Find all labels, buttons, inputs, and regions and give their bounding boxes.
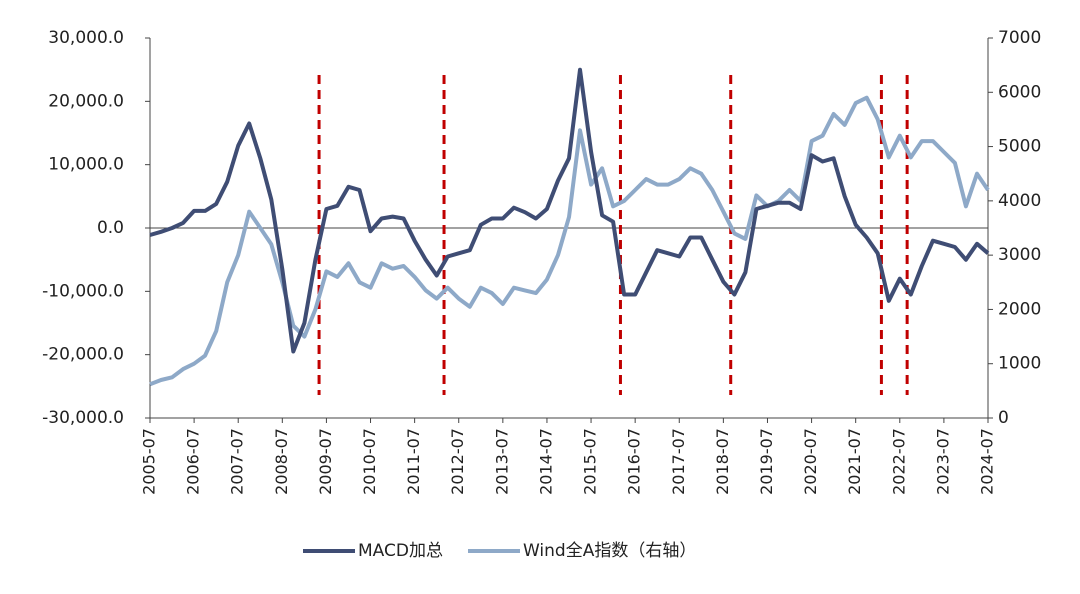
y-tick-label: 0.0 [97,218,124,238]
x-tick-label: 2012-07 [448,428,467,495]
y-tick-label: -30,000.0 [42,408,124,428]
x-tick-label: 2013-07 [492,428,511,495]
x-tick-label: 2024-07 [978,428,997,495]
x-tick-label: 2015-07 [581,428,600,495]
x-tick-label: 2023-07 [933,428,952,495]
x-tick-label: 2019-07 [757,428,776,495]
x-tick-label: 2007-07 [228,428,247,495]
y2-tick-label: 0 [998,408,1009,428]
x-tick-label: 2008-07 [272,428,291,495]
x-tick-label: 2017-07 [669,428,688,495]
y2-tick-label: 3000 [998,245,1041,265]
x-tick-label: 2006-07 [184,428,203,495]
x-tick-label: 2005-07 [140,428,159,495]
y-tick-label: 10,000.0 [48,155,124,175]
series-line [149,67,990,354]
y-tick-label: -20,000.0 [42,345,124,365]
x-tick-label: 2010-07 [360,428,379,495]
legend-label: Wind全A指数（右轴） [523,541,696,561]
y-tick-label: 20,000.0 [48,91,124,111]
y2-tick-label: 6000 [998,82,1041,102]
x-tick-label: 2014-07 [536,428,555,495]
y-tick-label: -10,000.0 [42,281,124,301]
y2-tick-label: 2000 [998,299,1041,319]
y2-tick-label: 7000 [998,28,1041,48]
x-tick-label: 2020-07 [801,428,820,495]
y-tick-label: 30,000.0 [48,28,124,48]
x-tick-label: 2018-07 [713,428,732,495]
legend-label: MACD加总 [358,541,443,561]
x-tick-label: 2021-07 [845,428,864,495]
x-tick-label: 2022-07 [889,428,908,495]
x-tick-label: 2009-07 [316,428,335,495]
y2-tick-label: 5000 [998,137,1041,157]
y2-tick-label: 1000 [998,354,1041,374]
x-tick-label: 2011-07 [404,428,423,495]
x-tick-label: 2016-07 [625,428,644,495]
y2-tick-label: 4000 [998,191,1041,211]
series-line [149,95,990,387]
